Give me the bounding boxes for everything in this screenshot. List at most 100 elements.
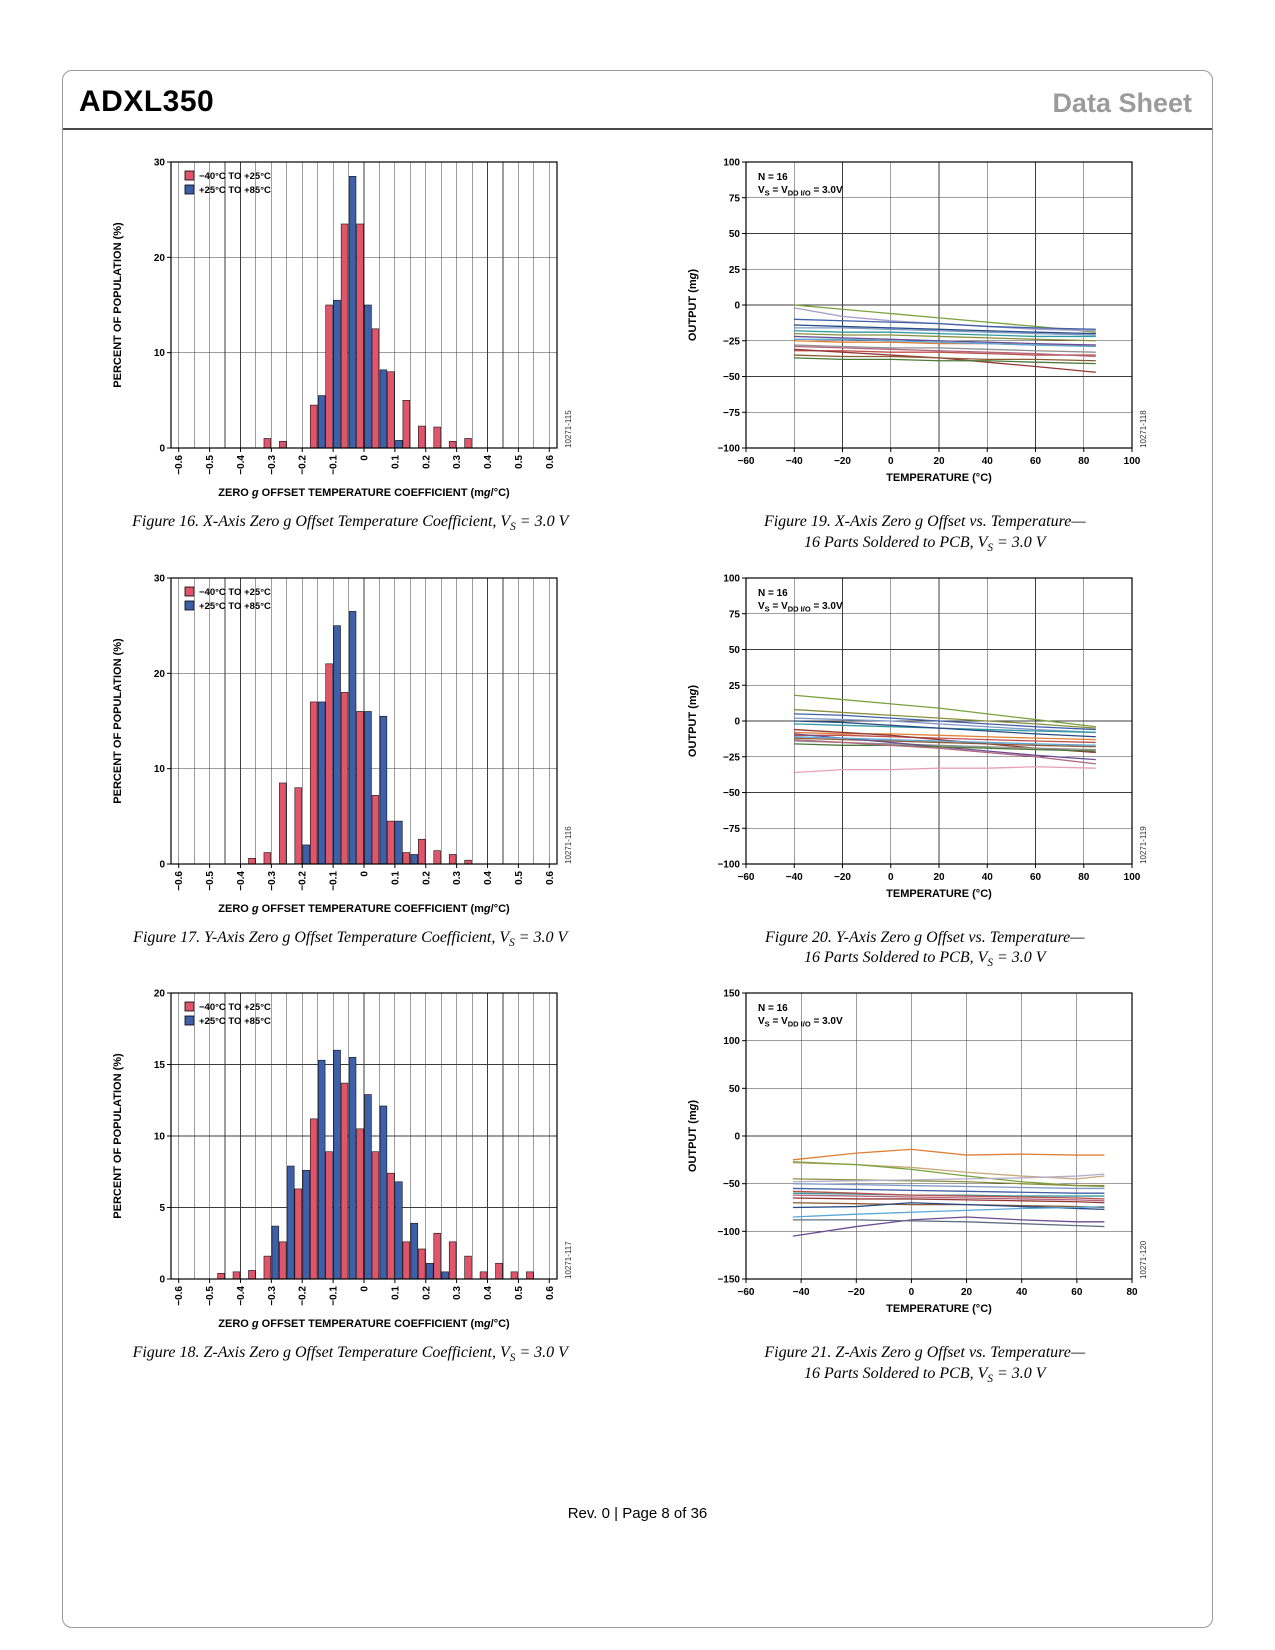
page-footer: Rev. 0 | Page 8 of 36: [567, 1505, 708, 1522]
svg-text:−0.3: −0.3: [267, 870, 278, 890]
page-header: ADXL350 Data Sheet: [63, 71, 1212, 130]
svg-text:0: 0: [734, 301, 740, 312]
svg-text:ZERO g OFFSET TEMPERATURE COEF: ZERO g OFFSET TEMPERATURE COEFFICIENT (m…: [219, 487, 511, 499]
svg-text:0: 0: [734, 1132, 740, 1143]
svg-text:−0.3: −0.3: [267, 455, 278, 475]
chart-svg: −100 −75 −50 −25 0 25 50 75 100 −60 −40 −20 0 20 40 60 8…: [687, 573, 1148, 900]
svg-text:80: 80: [1078, 872, 1090, 883]
svg-text:−0.4: −0.4: [236, 455, 247, 475]
chart-figure-17: 0 10 20 30 −0.6 −0.5 −0.4 −0.3 −0.2 −0.1 0 0.1 0.2 0.…: [107, 570, 593, 926]
svg-text:−0.6: −0.6: [174, 455, 185, 475]
svg-text:40: 40: [981, 872, 993, 883]
svg-text:0.5: 0.5: [514, 1286, 525, 1300]
svg-text:−0.2: −0.2: [298, 1286, 309, 1306]
figure-16-caption: Figure 16. X-Axis Zero g Offset Temperat…: [132, 513, 569, 534]
svg-text:0.6: 0.6: [545, 870, 556, 884]
svg-text:ZERO g OFFSET TEMPERATURE COEF: ZERO g OFFSET TEMPERATURE COEFFICIENT (m…: [219, 903, 511, 915]
svg-text:0: 0: [888, 456, 894, 467]
chart-figure-18: 0 5 10 15 20 −0.6 −0.5 −0.4 −0.3 −0.2 −0.1 0 0.1 0.2 0…: [107, 985, 593, 1341]
svg-text:10: 10: [154, 348, 166, 359]
svg-text:0: 0: [160, 1275, 166, 1286]
svg-text:0.5: 0.5: [514, 870, 525, 884]
svg-text:−75: −75: [723, 408, 740, 419]
svg-text:−0.1: −0.1: [329, 870, 340, 890]
figures-grid: 0 10 20 30 −0.6 −0.5 −0.4 −0.3 −0.2 −0.1 0 0.1 0.2 0.…: [63, 130, 1212, 1387]
svg-text:−40°C TO +25°C: −40°C TO +25°C: [199, 171, 271, 182]
svg-text:0: 0: [160, 859, 166, 870]
svg-text:0.5: 0.5: [514, 455, 525, 469]
figure-17: 0 10 20 30 −0.6 −0.5 −0.4 −0.3 −0.2 −0.1 0 0.1 0.2 0.…: [107, 570, 593, 972]
chart-svg: 0 10 20 30 −0.6 −0.5 −0.4 −0.3 −0.2 −0.1 0 0.1 0.2 0.…: [112, 158, 573, 500]
page-border: ADXL350 Data Sheet 0 10 20 30 −0.6 −0.5 −0.4 −0…: [62, 70, 1213, 1628]
svg-text:−50: −50: [723, 1179, 740, 1190]
svg-text:−25: −25: [723, 336, 740, 347]
chart-figure-21: −150 −100 −50 0 50 100 150 −60 −40 −20 0 20 40 60 80 TE…: [682, 985, 1168, 1341]
svg-text:20: 20: [961, 1287, 973, 1298]
svg-text:−0.3: −0.3: [267, 1286, 278, 1306]
svg-text:−20: −20: [834, 872, 851, 883]
svg-text:PERCENT OF POPULATION (%): PERCENT OF POPULATION (%): [112, 638, 124, 804]
svg-text:−0.5: −0.5: [205, 870, 216, 890]
figure-21: −150 −100 −50 0 50 100 150 −60 −40 −20 0 20 40 60 80 TE…: [682, 985, 1168, 1387]
svg-text:0.4: 0.4: [483, 1286, 494, 1300]
svg-text:N = 16: N = 16: [758, 1003, 788, 1014]
svg-text:−0.1: −0.1: [329, 1286, 340, 1306]
svg-text:150: 150: [723, 989, 740, 1000]
svg-text:0.3: 0.3: [452, 870, 463, 884]
svg-text:10271-118: 10271-118: [1139, 410, 1148, 448]
svg-text:30: 30: [154, 573, 166, 584]
svg-text:PERCENT OF POPULATION (%): PERCENT OF POPULATION (%): [112, 1053, 124, 1219]
svg-text:0: 0: [160, 444, 166, 455]
svg-text:100: 100: [723, 158, 740, 169]
svg-text:60: 60: [1071, 1287, 1083, 1298]
figure-19: −100 −75 −50 −25 0 25 50 75 100 −60 −40 −20 0 20 40 60 8…: [682, 154, 1168, 556]
figure-20: −100 −75 −50 −25 0 25 50 75 100 −60 −40 −20 0 20 40 60 8…: [682, 570, 1168, 972]
figure-17-caption: Figure 17. Y-Axis Zero g Offset Temperat…: [133, 928, 568, 949]
svg-text:50: 50: [729, 1084, 741, 1095]
chart-svg: 0 5 10 15 20 −0.6 −0.5 −0.4 −0.3 −0.2 −0.1 0 0.1 0.2 0…: [112, 989, 573, 1331]
svg-text:15: 15: [154, 1060, 166, 1071]
svg-text:20: 20: [154, 989, 166, 1000]
svg-text:80: 80: [1126, 1287, 1138, 1298]
figure-18-caption: Figure 18. Z-Axis Zero g Offset Temperat…: [132, 1344, 568, 1365]
chart-figure-20: −100 −75 −50 −25 0 25 50 75 100 −60 −40 −20 0 20 40 60 8…: [682, 570, 1168, 926]
svg-text:10271-117: 10271-117: [564, 1241, 573, 1279]
part-number: ADXL350: [79, 85, 215, 118]
svg-text:75: 75: [729, 609, 741, 620]
svg-text:+25°C TO +85°C: +25°C TO +85°C: [199, 601, 271, 612]
svg-text:100: 100: [723, 573, 740, 584]
svg-text:80: 80: [1078, 456, 1090, 467]
svg-text:100: 100: [723, 1036, 740, 1047]
svg-text:PERCENT OF POPULATION (%): PERCENT OF POPULATION (%): [112, 222, 124, 388]
svg-text:75: 75: [729, 193, 741, 204]
chart-svg: 0 10 20 30 −0.6 −0.5 −0.4 −0.3 −0.2 −0.1 0 0.1 0.2 0.…: [112, 573, 573, 915]
svg-text:−20: −20: [848, 1287, 865, 1298]
svg-text:100: 100: [1123, 872, 1140, 883]
svg-text:25: 25: [729, 265, 741, 276]
svg-text:−0.2: −0.2: [298, 455, 309, 475]
svg-text:TEMPERATURE (°C): TEMPERATURE (°C): [886, 472, 992, 484]
figure-20-caption: Figure 20. Y-Axis Zero g Offset vs. Temp…: [764, 928, 1085, 970]
svg-text:25: 25: [729, 680, 741, 691]
svg-text:0.6: 0.6: [545, 1286, 556, 1300]
svg-text:−0.4: −0.4: [236, 870, 247, 890]
svg-text:VS = VDD I/O = 3.0V: VS = VDD I/O = 3.0V: [758, 601, 843, 614]
svg-text:ZERO g OFFSET TEMPERATURE COEF: ZERO g OFFSET TEMPERATURE COEFFICIENT (m…: [219, 1318, 511, 1330]
svg-text:40: 40: [981, 456, 993, 467]
svg-text:−40: −40: [786, 872, 803, 883]
svg-text:−25: −25: [723, 752, 740, 763]
svg-text:10271-120: 10271-120: [1139, 1240, 1148, 1279]
svg-text:10271-119: 10271-119: [1139, 825, 1148, 863]
svg-text:−0.5: −0.5: [205, 1286, 216, 1306]
chart-figure-19: −100 −75 −50 −25 0 25 50 75 100 −60 −40 −20 0 20 40 60 8…: [682, 154, 1168, 510]
svg-text:30: 30: [154, 158, 166, 169]
svg-text:10: 10: [154, 1132, 166, 1143]
svg-text:0.2: 0.2: [422, 1286, 433, 1300]
svg-text:20: 20: [933, 872, 945, 883]
svg-text:0.1: 0.1: [391, 1286, 402, 1300]
svg-text:60: 60: [1030, 872, 1042, 883]
svg-text:−100: −100: [717, 444, 740, 455]
svg-text:0.1: 0.1: [391, 870, 402, 884]
svg-text:−0.2: −0.2: [298, 870, 309, 890]
svg-text:OUTPUT (mg): OUTPUT (mg): [687, 269, 699, 341]
